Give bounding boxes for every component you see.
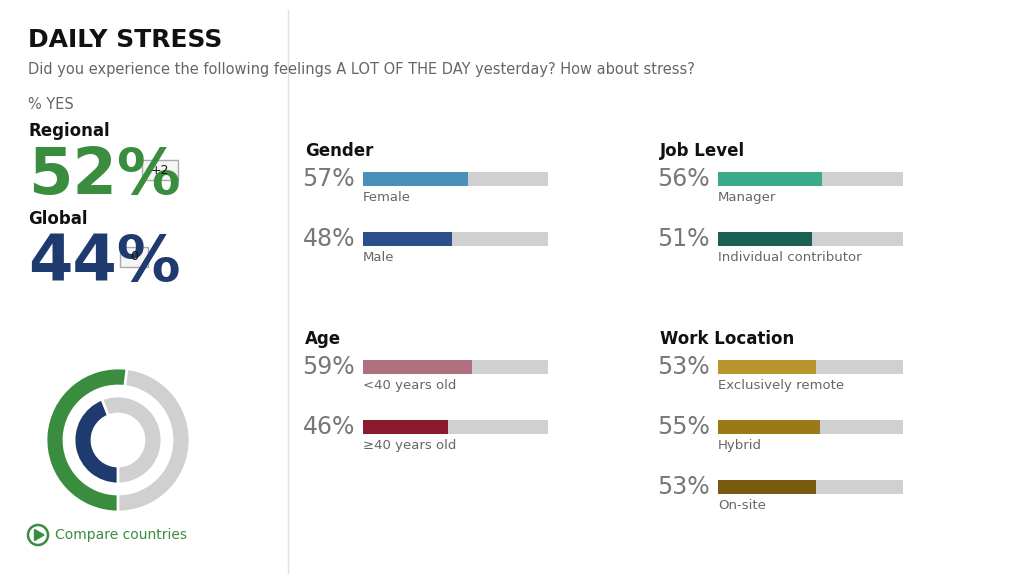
Polygon shape [35, 529, 44, 540]
FancyBboxPatch shape [362, 360, 472, 374]
Text: Did you experience the following feelings A LOT OF THE DAY yesterday? How about : Did you experience the following feeling… [28, 62, 695, 77]
Text: +2: +2 [151, 163, 169, 177]
Text: 46%: 46% [303, 415, 355, 439]
FancyBboxPatch shape [718, 480, 816, 494]
FancyBboxPatch shape [362, 360, 548, 374]
Text: Compare countries: Compare countries [55, 528, 187, 542]
FancyBboxPatch shape [362, 172, 468, 186]
Text: Male: Male [362, 251, 394, 264]
FancyBboxPatch shape [718, 480, 903, 494]
FancyBboxPatch shape [362, 232, 452, 246]
Text: 52%: 52% [28, 145, 181, 207]
Text: Work Location: Work Location [660, 330, 795, 348]
Text: 48%: 48% [302, 227, 355, 251]
Text: Exclusively remote: Exclusively remote [718, 379, 844, 392]
Text: 44%: 44% [28, 232, 180, 294]
Text: Gender: Gender [305, 142, 374, 160]
FancyBboxPatch shape [718, 232, 812, 246]
Text: 53%: 53% [657, 475, 710, 499]
Wedge shape [74, 399, 118, 484]
Text: 51%: 51% [657, 227, 710, 251]
FancyBboxPatch shape [718, 420, 820, 434]
Text: Individual contributor: Individual contributor [718, 251, 861, 264]
Text: ≥40 years old: ≥40 years old [362, 439, 457, 452]
FancyBboxPatch shape [718, 420, 903, 434]
Text: Female: Female [362, 191, 411, 204]
Text: Age: Age [305, 330, 341, 348]
FancyBboxPatch shape [362, 420, 449, 434]
FancyBboxPatch shape [718, 360, 903, 374]
FancyBboxPatch shape [718, 172, 821, 186]
FancyBboxPatch shape [718, 172, 903, 186]
FancyBboxPatch shape [142, 160, 178, 180]
Text: Job Level: Job Level [660, 142, 745, 160]
Text: <40 years old: <40 years old [362, 379, 457, 392]
Text: 55%: 55% [657, 415, 710, 439]
Text: Manager: Manager [718, 191, 776, 204]
FancyBboxPatch shape [362, 420, 548, 434]
Text: Hybrid: Hybrid [718, 439, 762, 452]
Text: Global: Global [28, 210, 87, 228]
Text: 56%: 56% [657, 167, 710, 191]
Text: 59%: 59% [302, 355, 355, 379]
Text: Regional: Regional [28, 122, 110, 140]
Text: DAILY STRESS: DAILY STRESS [28, 28, 222, 52]
FancyBboxPatch shape [362, 172, 548, 186]
FancyBboxPatch shape [718, 360, 816, 374]
Wedge shape [74, 396, 162, 484]
Text: % YES: % YES [28, 97, 74, 112]
Text: 57%: 57% [302, 167, 355, 191]
FancyBboxPatch shape [718, 232, 903, 246]
Wedge shape [46, 368, 127, 512]
Text: 0: 0 [130, 251, 138, 264]
Wedge shape [46, 368, 190, 512]
Text: 53%: 53% [657, 355, 710, 379]
FancyBboxPatch shape [120, 247, 148, 267]
FancyBboxPatch shape [362, 232, 548, 246]
Text: On-site: On-site [718, 499, 766, 512]
